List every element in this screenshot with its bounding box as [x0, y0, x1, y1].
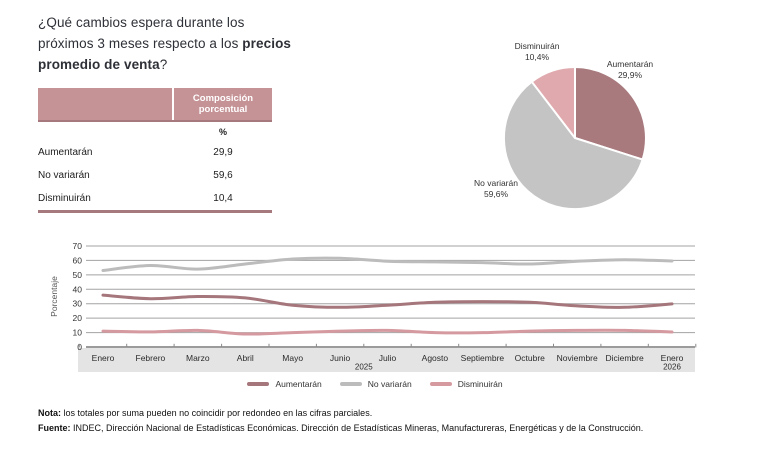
fuente-line: Fuente: INDEC, Dirección Nacional de Est…: [38, 422, 644, 433]
x-axis-label: Mayo: [282, 353, 303, 363]
question-line1: ¿Qué cambios espera durante los: [38, 15, 245, 30]
pie-chart: Disminuirán 10,4% Aumentarán 29,9% No va…: [440, 28, 730, 224]
table-row-value: 29,9: [213, 147, 233, 158]
table-row-value: 59,6: [213, 170, 233, 181]
pie-slice-disminuiran: [530, 66, 576, 139]
x-axis-label: Noviembre: [557, 353, 598, 363]
table-bottom-rule: [38, 210, 272, 213]
x-axis-label: Diciembre: [605, 353, 644, 363]
question-line2-bold: precios: [242, 36, 292, 51]
y-tick-label: 50: [73, 270, 83, 280]
table-header-spacer: [38, 88, 172, 120]
x-axis-label: Enero: [661, 353, 684, 363]
legend-label: No variarán: [367, 379, 412, 389]
x-axis-ticks: [78, 343, 697, 348]
nota-line: Nota: los totales por suma pueden no coi…: [38, 408, 373, 418]
pie-label-aumentaran: Aumentarán 29,9%: [606, 59, 654, 80]
pie-label-no-variaran: No variarán 59,6%: [474, 178, 518, 199]
x-axis-label: Octubre: [515, 353, 546, 363]
year-label: 2025: [355, 363, 373, 372]
table-row: Aumentarán 29,9: [38, 141, 272, 164]
composition-table: Composición porcentual % Aumentarán 29,9…: [38, 88, 272, 213]
pie-slice-aumentaran: [574, 66, 647, 161]
x-axis-label: Febrero: [136, 353, 166, 363]
table-row: Disminuirán 10,4: [38, 187, 272, 210]
x-axis-band: [78, 348, 695, 372]
y-tick-label: 10: [73, 328, 83, 338]
y-tick-label: 20: [73, 313, 83, 323]
x-axis-label: Marzo: [186, 353, 210, 363]
footnotes: Nota: los totales por suma pueden no coi…: [38, 406, 773, 435]
x-axis-label: Julio: [379, 353, 397, 363]
pie-chart-svg: [502, 66, 647, 211]
line-series-no-variaran: [101, 256, 674, 272]
legend-item-aumentaran: Aumentarán: [247, 379, 322, 389]
table-row-label: Disminuirán: [38, 193, 91, 204]
table-header-divider: [172, 88, 174, 120]
x-axis-label: Enero: [92, 353, 115, 363]
legend-item-no-variaran: No variarán: [339, 379, 412, 389]
x-axis-labels: Enero Febrero Marzo Abril Mayo Junio Julio Agos…: [92, 353, 684, 363]
y-axis-title: Porcentaje: [49, 276, 59, 317]
x-axis-label: Agosto: [422, 353, 449, 363]
table-row-label: Aumentarán: [38, 147, 93, 158]
pie-slice-no-variaran: [502, 80, 644, 211]
question-mark: ?: [159, 57, 168, 72]
chart-legend: Aumentarán No variarán Disminuirán: [40, 377, 710, 391]
x-axis-label: Abril: [237, 353, 254, 363]
line-series-aumentaran: [101, 293, 674, 309]
legend-swatch-aumentaran: [247, 382, 270, 386]
legend-label: Disminuirán: [457, 379, 503, 389]
y-tick-label: 70: [73, 241, 83, 251]
table-unit-row: %: [38, 122, 272, 141]
table-row-label: No variarán: [38, 170, 90, 181]
y-tick-label: 60: [73, 255, 83, 265]
x-axis-year-labels: 2025 2026: [355, 363, 682, 372]
y-tick-label: 30: [73, 299, 83, 309]
pie-label-disminuiran: Disminuirán 10,4%: [514, 41, 560, 62]
x-axis-label: Septiembre: [461, 353, 505, 363]
legend-swatch-disminuiran: [429, 382, 452, 386]
y-axis-labels: 010203040506070: [73, 241, 83, 352]
year-label: 2026: [663, 363, 681, 372]
table-header-rule: [38, 120, 272, 122]
table-unit-label: %: [218, 126, 227, 137]
line-chart-svg: 010203040506070PorcentajeEneroFebreroMar…: [49, 241, 697, 372]
table-row-value: 10,4: [213, 193, 233, 204]
question-line2: próximos 3 meses respecto a los: [38, 36, 243, 51]
table-header-label: Composición porcentual: [174, 88, 272, 120]
line-series-disminuiran: [101, 328, 674, 336]
question-title: ¿Qué cambios espera durante los próximos…: [38, 12, 368, 75]
question-line3-bold: promedio de venta: [38, 57, 160, 72]
table-row: No variarán 59,6: [38, 164, 272, 187]
line-chart: 010203040506070PorcentajeEneroFebreroMar…: [40, 238, 720, 378]
y-tick-label: 40: [73, 284, 83, 294]
legend-item-disminuiran: Disminuirán: [429, 379, 503, 389]
x-axis-label: Junio: [330, 353, 351, 363]
legend-swatch-no-variaran: [339, 382, 362, 386]
table-header: Composición porcentual: [38, 88, 272, 120]
legend-label: Aumentarán: [275, 379, 322, 389]
